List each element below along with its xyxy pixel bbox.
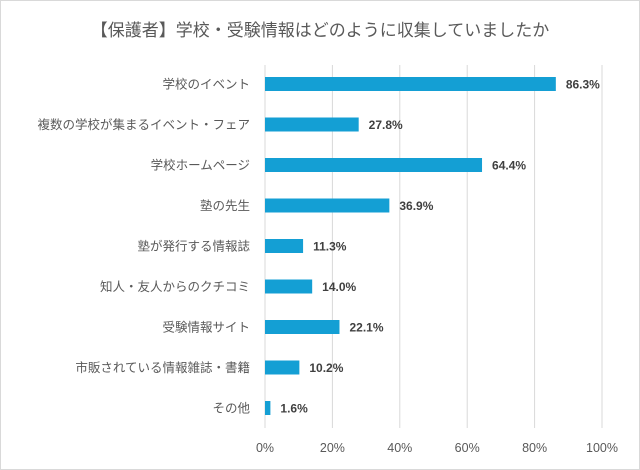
category-label: 知人・友人からのクチコミ — [100, 279, 250, 294]
category-label: 受験情報サイト — [162, 320, 250, 335]
x-tick-label: 40% — [387, 441, 412, 455]
category-label: 学校ホームページ — [151, 158, 250, 173]
data-label: 86.3% — [566, 78, 600, 92]
bar — [265, 401, 271, 415]
bar — [265, 360, 300, 375]
data-label: 27.8% — [369, 118, 403, 132]
bar — [265, 198, 390, 213]
data-label: 22.1% — [349, 321, 383, 335]
data-label: 1.6% — [280, 402, 308, 416]
category-label: 塾の先生 — [200, 198, 250, 213]
category-label: 複数の学校が集まるイベント・フェア — [37, 117, 250, 132]
bar — [265, 158, 483, 172]
bar — [265, 117, 359, 132]
data-label: 10.2% — [309, 361, 343, 375]
x-tick-label: 80% — [522, 441, 547, 455]
bar — [265, 320, 340, 334]
data-label: 36.9% — [399, 199, 433, 213]
category-label: 塾が発行する情報誌 — [137, 239, 250, 254]
x-tick-label: 100% — [586, 441, 618, 455]
x-tick-label: 60% — [455, 441, 480, 455]
data-label: 11.3% — [313, 240, 347, 254]
x-tick-label: 0% — [256, 441, 274, 455]
category-label: 市販されている情報雑誌・書籍 — [75, 360, 250, 375]
bar — [265, 77, 556, 91]
data-label: 64.4% — [492, 159, 526, 173]
category-label: その他 — [212, 401, 250, 416]
chart-title: 【保護者】学校・受験情報はどのように収集していましたか — [90, 21, 550, 41]
data-label: 14.0% — [322, 280, 356, 294]
bar — [265, 279, 313, 294]
bar — [265, 239, 304, 253]
x-tick-label: 20% — [320, 441, 345, 455]
category-label: 学校のイベント — [162, 77, 250, 92]
